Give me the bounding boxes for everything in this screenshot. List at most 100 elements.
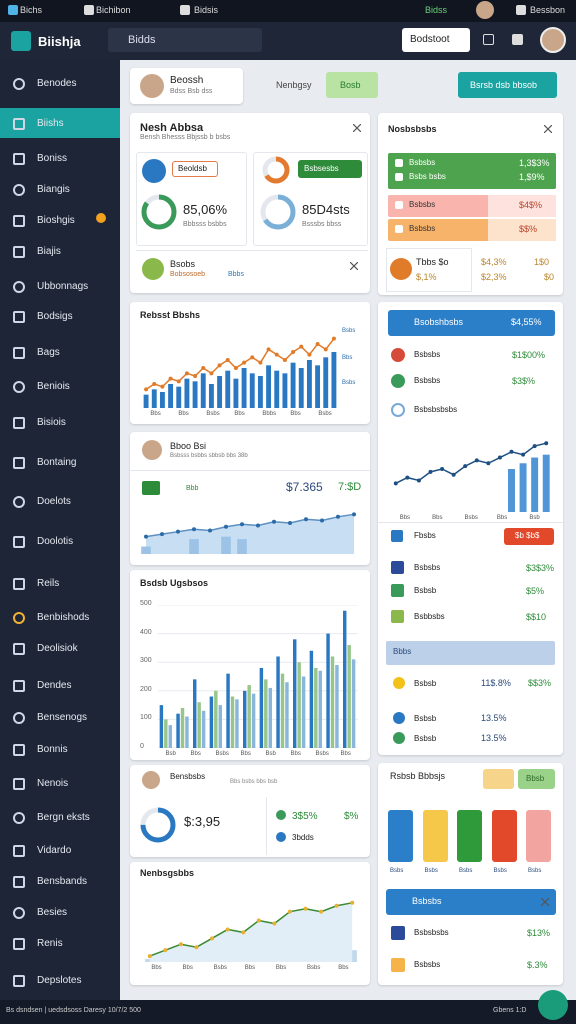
- sidebar-item[interactable]: Bensenogs: [37, 712, 88, 723]
- avatar: [142, 440, 162, 460]
- browser-bar: [0, 0, 576, 22]
- point: [258, 360, 263, 365]
- tag-text: Bbsb: [526, 774, 545, 783]
- point: [178, 942, 183, 947]
- bar: [243, 690, 247, 748]
- active-item[interactable]: [0, 108, 120, 138]
- sidebar-item[interactable]: Doelots: [37, 496, 71, 507]
- sidebar-item[interactable]: Nenois: [37, 778, 69, 789]
- point: [160, 384, 165, 389]
- sidebar-item[interactable]: Bodsigs: [37, 311, 73, 322]
- sidebar-item[interactable]: Ubbonnags: [37, 281, 89, 292]
- bar: [519, 463, 527, 512]
- sidebar-icon: [13, 907, 25, 919]
- stat: 1$0: [534, 257, 550, 267]
- sidebar-item[interactable]: Bergn eksts: [37, 812, 90, 823]
- card-title: Rsbsb Bbbsjs: [390, 771, 446, 781]
- sidebar-icon: [13, 496, 25, 508]
- point: [217, 363, 222, 368]
- sidebar-icon: [13, 78, 25, 90]
- header-button-text[interactable]: Bodstoot: [410, 34, 450, 45]
- sidebar-item[interactable]: Dendes: [37, 680, 72, 691]
- sidebar-item[interactable]: Bioshgis: [37, 215, 75, 226]
- close-icon[interactable]: [353, 124, 361, 132]
- fab[interactable]: [538, 990, 568, 1020]
- row: [388, 153, 556, 189]
- stat: Tbbs $o: [416, 257, 449, 267]
- link[interactable]: Bsbsbsbsbs: [414, 405, 458, 414]
- point: [144, 534, 148, 539]
- tab-icon: [8, 5, 18, 15]
- button[interactable]: [458, 72, 557, 98]
- y-tick-label: 200: [140, 685, 152, 693]
- bar: [323, 357, 329, 408]
- sidebar-item[interactable]: Biajis: [37, 246, 61, 257]
- icon: [391, 610, 404, 623]
- sidebar-item[interactable]: Benodes: [37, 78, 77, 89]
- sidebar-icon: [13, 712, 25, 724]
- point: [210, 936, 215, 941]
- row[interactable]: [386, 641, 555, 665]
- bar: [214, 690, 218, 748]
- button-text[interactable]: Bsrsb dsb bbsob: [470, 80, 538, 90]
- button-text[interactable]: Bosb: [340, 80, 361, 90]
- donut-arc: [260, 194, 296, 230]
- row-label: Bsbsbs: [414, 376, 441, 385]
- point: [144, 387, 149, 392]
- row-label: Bsbsbs: [414, 350, 441, 359]
- close-icon[interactable]: [350, 262, 358, 270]
- header-button[interactable]: [402, 28, 470, 52]
- sidebar-icon: [13, 778, 25, 790]
- sidebar-item[interactable]: Bisiois: [37, 417, 66, 428]
- sidebar-item[interactable]: Biishs: [37, 118, 64, 129]
- tab[interactable]: Bichs: [20, 5, 43, 15]
- search-box[interactable]: [108, 28, 262, 52]
- x-tick-label: Bsbs: [318, 411, 332, 417]
- x-tick-label: Bsbs: [464, 515, 478, 521]
- sidebar-item[interactable]: Biangis: [37, 184, 70, 195]
- chart: [158, 605, 358, 748]
- avatar: [540, 27, 566, 53]
- sidebar-item[interactable]: Depslotes: [37, 975, 82, 986]
- tag: [504, 528, 554, 545]
- x-tick-label: Bbs: [290, 411, 301, 417]
- avatar: [140, 74, 164, 98]
- tab[interactable]: Bidsis: [194, 5, 219, 15]
- point: [168, 376, 173, 381]
- sidebar-item[interactable]: Bonnis: [37, 744, 68, 755]
- point: [315, 342, 320, 346]
- point: [160, 532, 164, 537]
- x-tick-label: Bbs: [240, 751, 251, 757]
- sidebar-item[interactable]: Boniss: [37, 153, 68, 164]
- sidebar-item[interactable]: Beniois: [37, 381, 70, 392]
- icon: [276, 810, 286, 820]
- close-icon[interactable]: [541, 898, 549, 906]
- sidebar-item[interactable]: Vidardo: [37, 845, 72, 856]
- x-tick-label: Bbs: [178, 411, 189, 417]
- bar: [257, 376, 263, 408]
- sidebar-item[interactable]: Besies: [37, 907, 68, 918]
- sidebar-item[interactable]: Bags: [37, 347, 60, 358]
- point: [331, 336, 336, 341]
- sub: Bsssbs bbss: [302, 221, 342, 228]
- x-tick-label: Bbs: [234, 411, 245, 417]
- name: Bboo Bsi: [170, 441, 207, 451]
- bar: [237, 539, 247, 554]
- tab[interactable]: Bichibon: [96, 5, 131, 15]
- sidebar-item[interactable]: Deolisiok: [37, 643, 78, 654]
- budget-card: [388, 810, 413, 862]
- sidebar-item[interactable]: Benbishods: [37, 612, 90, 623]
- sidebar-item[interactable]: Bontaing: [37, 457, 77, 468]
- button[interactable]: [326, 72, 378, 98]
- close-icon[interactable]: [544, 125, 552, 133]
- sidebar-item[interactable]: Renis: [37, 938, 63, 949]
- sidebar-item[interactable]: Bensbands: [37, 876, 88, 887]
- divider: [266, 797, 267, 855]
- sidebar-item[interactable]: Reils: [37, 578, 60, 589]
- sidebar-item[interactable]: Doolotis: [37, 536, 74, 547]
- card-title: Nesh Abbsa: [140, 122, 204, 134]
- sidebar: [0, 60, 120, 1000]
- logo: [11, 31, 31, 51]
- x-tick-label: Bbs: [338, 965, 349, 971]
- point: [282, 358, 287, 362]
